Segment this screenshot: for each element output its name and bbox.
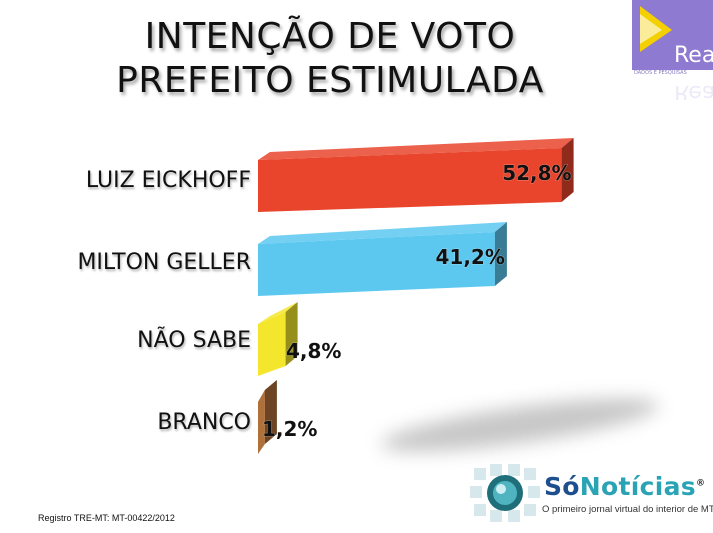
sonoticias-tagline: O primeiro jornal virtual do interior de…: [542, 504, 713, 515]
real-logo-text: Real: [674, 43, 713, 68]
real-logo-arrow-inner: [640, 14, 662, 44]
sonoticias-emblem-icon: [470, 464, 540, 522]
bar-end-cap: [494, 222, 507, 286]
floor-shadow: [381, 398, 659, 452]
bar-end-cap: [264, 380, 277, 444]
category-label: NÃO SABE: [137, 328, 251, 353]
bar-end-cap: [561, 138, 574, 202]
category-label: MILTON GELLER: [77, 250, 251, 275]
bar-top-face: [258, 222, 507, 244]
chart-title-line2: PREFEITO ESTIMULADA: [116, 60, 544, 101]
data-label: 41,2%: [436, 245, 505, 269]
data-label: 52,8%: [502, 161, 571, 185]
data-label: 4,8%: [286, 339, 341, 363]
bar: [258, 232, 495, 296]
category-label: BRANCO: [157, 410, 251, 435]
sonoticias-logo: SóNotícias® O primeiro jornal virtual do…: [470, 462, 713, 527]
registered-mark: ®: [695, 478, 706, 489]
sonoticias-wordmark-so: Só: [544, 472, 580, 501]
registro-text: Registro TRE-MT: MT-00422/2012: [38, 513, 175, 523]
bar-top-face: [258, 138, 574, 160]
bar-end-cap: [285, 302, 298, 366]
data-label: 1,2%: [262, 417, 317, 441]
chart-title-line1: INTENÇÃO DE VOTO: [144, 16, 516, 57]
bar-top-face: [258, 302, 298, 324]
sonoticias-wordmark: SóNotícias®: [544, 472, 705, 501]
bar: [258, 312, 286, 376]
bar: [258, 148, 562, 212]
category-label: LUIZ EICKHOFF: [85, 168, 251, 193]
real-logo-reflection: Real: [674, 80, 713, 100]
real-logo-subtext: DADOS E PESQUISAS: [634, 70, 687, 76]
sonoticias-wordmark-noticias: Notícias: [579, 472, 696, 501]
bar: [258, 390, 265, 454]
real-logo: Real DADOS E PESQUISAS Real: [632, 0, 713, 100]
